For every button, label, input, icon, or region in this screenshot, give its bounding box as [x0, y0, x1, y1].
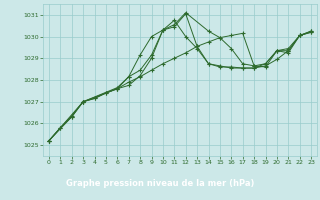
Text: Graphe pression niveau de la mer (hPa): Graphe pression niveau de la mer (hPa)	[66, 178, 254, 188]
